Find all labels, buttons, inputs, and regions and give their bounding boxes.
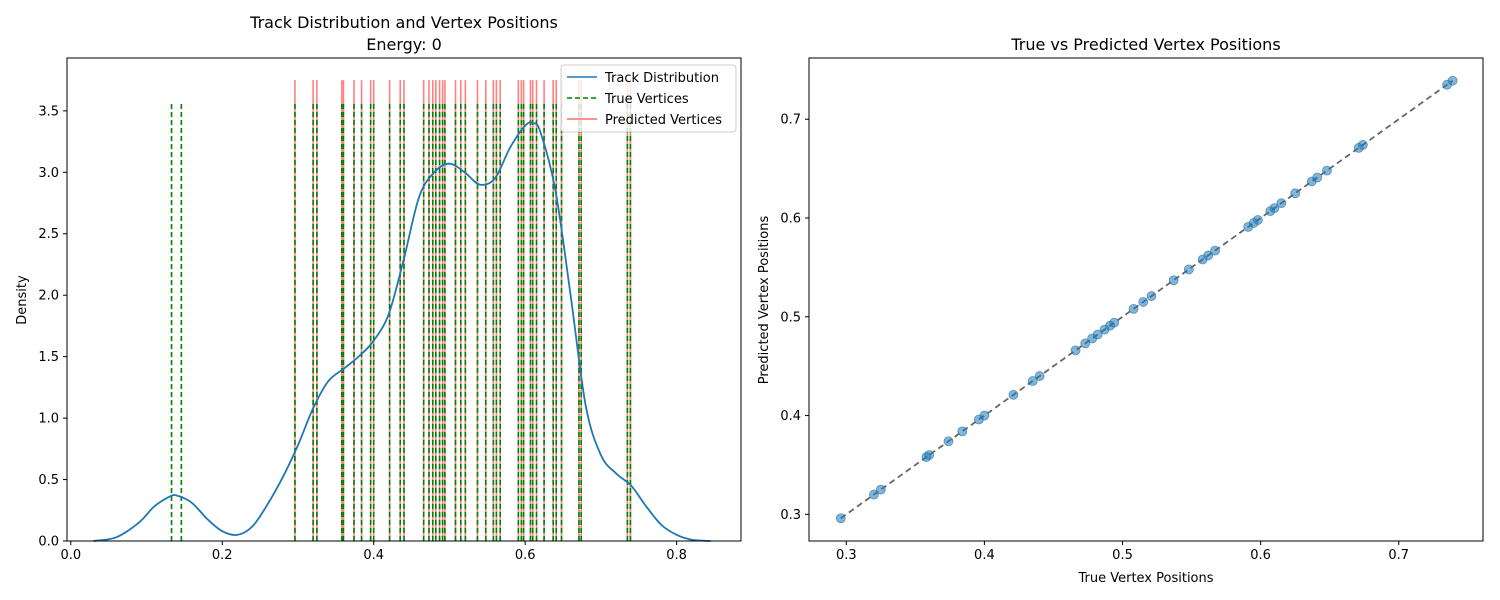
left-y-axis-label: Density — [15, 275, 30, 325]
scatter-point — [1210, 245, 1220, 256]
left-x-tick-label: 0.0 — [60, 548, 81, 563]
scatter-point — [1269, 203, 1280, 214]
left-x-tick-label: 0.8 — [666, 548, 687, 563]
scatter-point — [1138, 297, 1149, 307]
left-chart-title: Track Distribution and Vertex Positions — [249, 13, 558, 32]
scatter-point — [1447, 75, 1458, 86]
left-y-tick-label: 0.5 — [38, 473, 59, 488]
scatter-point — [869, 489, 879, 500]
scatter-point — [835, 513, 846, 524]
right-axes-frame — [808, 57, 1484, 542]
scatter-point — [979, 410, 990, 421]
right-x-tick-label: 0.3 — [836, 548, 857, 563]
scatter-point — [1203, 250, 1214, 261]
scatter-point — [957, 426, 968, 437]
right-y-tick-label: 0.4 — [780, 409, 801, 424]
scatter-point — [924, 450, 935, 460]
left-y-tick-label: 3.5 — [38, 104, 59, 119]
legend-box — [560, 64, 737, 133]
right-chart: True vs Predicted Vertex Positions True … — [757, 35, 1484, 586]
track-distribution-curve — [93, 121, 711, 542]
right-chart-title: True vs Predicted Vertex Positions — [1010, 35, 1280, 54]
left-x-tick-label: 0.2 — [212, 548, 233, 563]
legend-track-label: Track Distribution — [604, 71, 719, 86]
legend-true-label: True Vertices — [604, 92, 689, 107]
right-y-tick-label: 0.3 — [780, 508, 801, 523]
scatter-point — [1146, 291, 1157, 301]
right-plot-area: 0.3 0.4 0.5 0.6 0.7 0.3 0.4 0.5 0.6 0.7 — [780, 57, 1484, 563]
left-axes-frame — [66, 57, 742, 542]
scatter-point — [1312, 172, 1323, 183]
scatter-point — [1027, 376, 1038, 386]
left-y-tick-label: 2.5 — [38, 227, 59, 242]
scatter-point — [1357, 140, 1368, 150]
left-y-tick-label: 1.0 — [38, 412, 59, 427]
left-y-tick-label: 3.0 — [38, 166, 59, 181]
left-x-tick-label: 0.6 — [515, 548, 536, 563]
legend-predicted-label: Predicted Vertices — [605, 113, 722, 128]
right-x-tick-label: 0.4 — [974, 548, 995, 563]
scatter-point — [1092, 329, 1103, 340]
right-y-tick-label: 0.7 — [780, 113, 801, 128]
left-plot-area: 0.0 0.2 0.4 0.6 0.8 0.0 0.5 1.0 1.5 2.0 2.5 3.0 3.5 — [38, 57, 742, 563]
right-y-tick-label: 0.5 — [780, 310, 801, 325]
scatter-point — [1322, 165, 1332, 176]
right-x-axis-label: True Vertex Positions — [1077, 571, 1213, 586]
scatter-point — [1109, 317, 1120, 328]
left-y-tick-label: 0.0 — [38, 535, 59, 550]
left-y-tick-label: 1.5 — [38, 350, 59, 365]
right-y-axis-label: Predicted Vertex Positions — [757, 216, 772, 385]
left-legend: Track Distribution True Vertices Predict… — [560, 64, 737, 133]
right-x-tick-label: 0.6 — [1250, 548, 1271, 563]
scatter-point — [1168, 275, 1179, 286]
left-x-tick-label: 0.4 — [363, 548, 384, 563]
scatter-point — [1290, 188, 1301, 199]
scatter-point — [1070, 345, 1081, 356]
right-x-tick-label: 0.5 — [1112, 548, 1133, 563]
scatter-point — [1183, 264, 1194, 275]
reference-diagonal-line — [840, 79, 1454, 520]
right-x-tick-label: 0.7 — [1388, 548, 1409, 563]
scatter-point — [1276, 198, 1287, 209]
left-y-tick-label: 2.0 — [38, 289, 59, 304]
scatter-point — [1128, 303, 1139, 314]
scatter-point — [1008, 389, 1019, 400]
scatter-point — [875, 484, 886, 495]
scatter-point — [1080, 338, 1091, 349]
right-y-tick-label: 0.6 — [780, 212, 801, 227]
scatter-point — [943, 436, 954, 447]
scatter-point — [1252, 215, 1263, 225]
left-chart-subtitle: Energy: 0 — [366, 35, 442, 54]
scatter-point — [1034, 371, 1045, 381]
left-chart: Track Distribution and Vertex Positions … — [15, 13, 742, 563]
